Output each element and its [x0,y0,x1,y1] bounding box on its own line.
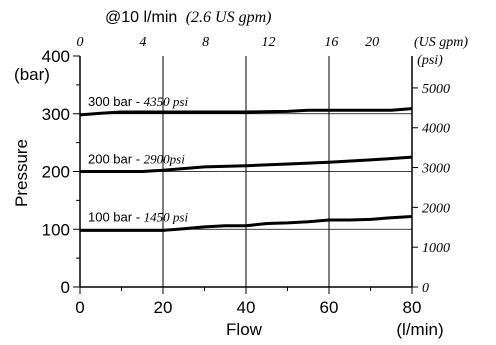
y2-tick-label-0: 0 [422,281,429,296]
y2-axis-unit: (psi) [417,53,443,68]
y2-tick-label-2000: 2000 [422,201,450,216]
series-label-0: 300 bar - 4350 psi [88,94,188,109]
series-lines [79,107,413,232]
y-tick-label-300: 300 [42,105,70,124]
series-line-2 [80,215,413,232]
y-tick-label-0: 0 [61,278,70,297]
chart-title-suffix: (2.6 US gpm) [186,9,272,26]
series-label-prefix-1: 200 bar - [88,152,144,167]
x2-tick-label-8: 8 [202,35,209,50]
y2-tick-label-5000: 5000 [422,82,450,97]
series-label-suffix-0: 4350 psi [144,94,189,109]
y-axis-unit: (bar) [14,65,50,84]
y-tick-label-400: 400 [42,47,70,66]
chart-title-main: @10 l/min [105,9,177,26]
x2-tick-label-12: 12 [261,35,275,50]
y2-tick-label-4000: 4000 [422,122,450,137]
x-tick-label-40: 40 [237,298,256,317]
x2-tick-label-16: 16 [324,35,338,50]
x-tick-label-20: 20 [154,298,173,317]
series-label-suffix-1: 2900psi [144,152,186,167]
tick-marks [73,55,418,294]
chart-title: @10 l/min (2.6 US gpm) [105,9,271,26]
x-axis-label: Flow [226,320,263,339]
series-label-1: 200 bar - 2900psi [88,152,185,167]
y-axis-label: Pressure [12,139,31,207]
series-label-prefix-2: 100 bar - [88,209,144,224]
series-line-0 [79,107,413,117]
y2-tick-label-3000: 3000 [421,162,450,177]
x-axis-unit: (l/min) [396,320,443,339]
series-label-2: 100 bar - 1450 psi [88,209,188,224]
x-tick-label-60: 60 [320,298,339,317]
y2-tick-label-1000: 1000 [422,241,450,256]
series-label-suffix-2: 1450 psi [144,209,189,224]
series-label-prefix-0: 300 bar - [88,94,144,109]
x2-axis-unit: (US gpm) [414,35,468,50]
x2-tick-label-20: 20 [365,35,379,50]
y-tick-label-200: 200 [42,163,70,182]
series-line-1 [80,155,413,173]
x-tick-label-80: 80 [403,298,422,317]
y-tick-label-100: 100 [42,220,70,239]
x2-tick-label-4: 4 [139,35,146,50]
x-tick-label-0: 0 [75,298,84,317]
x2-tick-label-0: 0 [77,35,84,50]
